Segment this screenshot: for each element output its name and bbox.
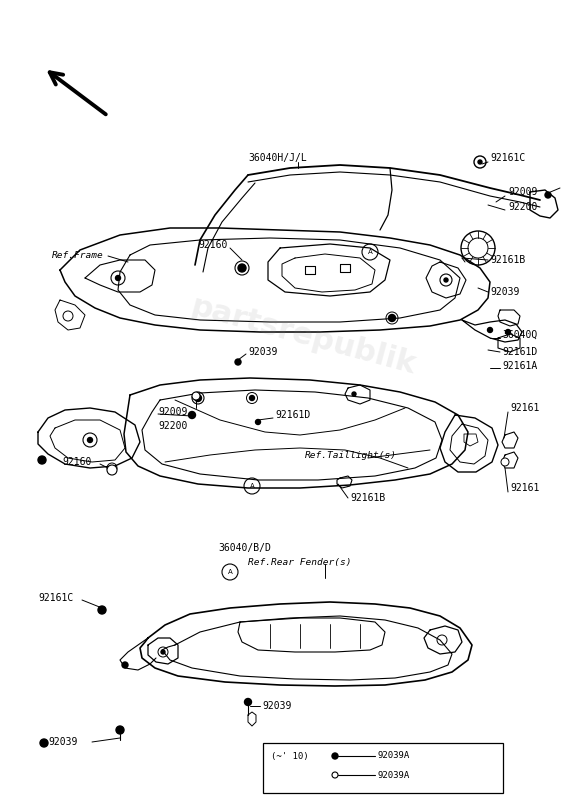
Circle shape <box>189 411 196 418</box>
Text: 92161A: 92161A <box>502 361 537 371</box>
Text: Ref.Frame: Ref.Frame <box>52 250 104 259</box>
Circle shape <box>249 395 255 401</box>
Text: 92161C: 92161C <box>490 153 525 163</box>
Text: 92160: 92160 <box>62 457 91 467</box>
Circle shape <box>107 465 117 475</box>
Circle shape <box>235 359 241 365</box>
Text: 36040Q: 36040Q <box>502 330 537 340</box>
Circle shape <box>116 726 124 734</box>
Text: Ref.Rear Fender(s): Ref.Rear Fender(s) <box>248 558 352 566</box>
Text: 92161B: 92161B <box>350 493 385 503</box>
Text: 92009: 92009 <box>508 187 537 197</box>
Text: 92200: 92200 <box>158 421 187 431</box>
Text: (~' 10): (~' 10) <box>271 751 308 761</box>
Text: 92039A: 92039A <box>378 751 410 761</box>
Text: Ref.Taillight(s): Ref.Taillight(s) <box>305 450 397 459</box>
Text: A: A <box>367 249 373 255</box>
Bar <box>263 743 503 793</box>
Circle shape <box>256 419 260 425</box>
Text: 92161B: 92161B <box>490 255 525 265</box>
Circle shape <box>192 392 200 400</box>
Text: 36040H/J/L: 36040H/J/L <box>248 153 307 163</box>
Circle shape <box>38 456 46 464</box>
Circle shape <box>388 314 395 322</box>
Text: partsrepublik: partsrepublik <box>188 292 419 380</box>
Text: 92039A: 92039A <box>378 770 410 779</box>
Circle shape <box>161 650 165 654</box>
Circle shape <box>122 662 128 668</box>
Circle shape <box>116 275 120 281</box>
Text: 92039: 92039 <box>490 287 519 297</box>
Circle shape <box>194 394 201 402</box>
Circle shape <box>98 606 106 614</box>
Circle shape <box>506 330 510 334</box>
Text: A: A <box>249 483 255 489</box>
Text: A: A <box>228 569 232 575</box>
Text: 92039: 92039 <box>262 701 291 711</box>
Circle shape <box>545 192 551 198</box>
Text: 36040/B/D: 36040/B/D <box>218 543 271 553</box>
Circle shape <box>332 772 338 778</box>
Circle shape <box>488 327 492 333</box>
Text: 92009: 92009 <box>158 407 187 417</box>
Circle shape <box>40 739 48 747</box>
Text: 92161: 92161 <box>510 483 540 493</box>
Text: 92160: 92160 <box>198 240 227 250</box>
Text: 92161C: 92161C <box>38 593 73 603</box>
Text: 92039: 92039 <box>48 737 77 747</box>
Circle shape <box>501 458 509 466</box>
Circle shape <box>444 278 448 282</box>
Circle shape <box>238 264 246 272</box>
Circle shape <box>245 698 252 706</box>
Circle shape <box>332 753 338 759</box>
Text: 92161: 92161 <box>510 403 540 413</box>
Text: 92161D: 92161D <box>502 347 537 357</box>
Text: 92161D: 92161D <box>275 410 310 420</box>
Circle shape <box>478 160 482 164</box>
Circle shape <box>88 438 92 442</box>
Circle shape <box>352 392 356 396</box>
Text: 92200: 92200 <box>508 202 537 212</box>
Text: 92039: 92039 <box>248 347 277 357</box>
